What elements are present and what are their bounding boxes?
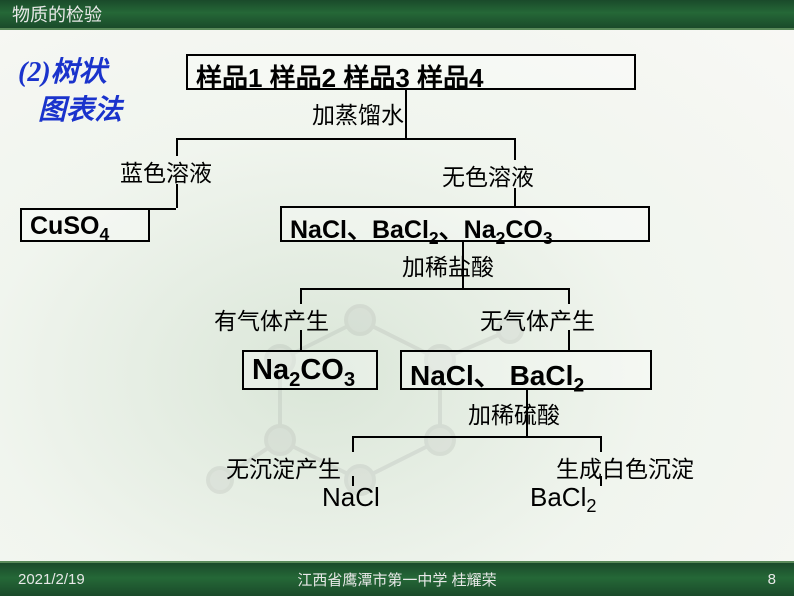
connector-line <box>300 288 570 290</box>
connector-line <box>405 90 407 140</box>
footer-school: 江西省鹰潭市第一中学 桂耀荣 <box>297 569 496 590</box>
step3-label: 加稀硫酸 <box>468 396 560 430</box>
result-bacl2: BaCl2 <box>530 482 596 517</box>
branch2-right: 无气体产生 <box>480 302 595 336</box>
branch3-right: 生成白色沉淀 <box>556 450 694 484</box>
result-na2co3: Na2CO3 <box>242 350 378 390</box>
branch2-left: 有气体产生 <box>214 302 329 336</box>
branch1-right: 无色溶液 <box>442 158 534 192</box>
header-bar: 物质的检验 <box>0 0 794 30</box>
connector-line <box>352 436 602 438</box>
step2-label: 加稀盐酸 <box>402 248 494 282</box>
header-title: 物质的检验 <box>12 1 102 27</box>
footer-date: 2021/2/19 <box>18 571 85 588</box>
connector-line <box>352 436 354 452</box>
footer-page: 8 <box>768 571 776 588</box>
result-nacl: NaCl <box>322 482 380 513</box>
result-cuso4: CuSO4 <box>20 208 150 242</box>
method-title-line1: (2)树状 <box>18 50 107 90</box>
group2-box: NaCl、BaCl2、Na2CO3 <box>280 206 650 242</box>
connector-line <box>514 138 516 160</box>
connector-line <box>176 138 516 140</box>
content-area: (2)树状 图表法 样品1 样品2 样品3 样品4 加蒸馏水蓝色溶液 无色溶液 CuS… <box>0 30 794 561</box>
method-title-line2: 图表法 <box>38 88 122 128</box>
branch1-left: 蓝色溶液 <box>120 154 212 188</box>
root-box: 样品1 样品2 样品3 样品4 <box>186 54 636 90</box>
branch3-left: 无沉淀产生 <box>226 450 341 484</box>
step1-label: 加蒸馏水 <box>312 96 404 130</box>
footer-bar: 2021/2/19 江西省鹰潭市第一中学 桂耀荣 8 <box>0 561 794 596</box>
group3-box: NaCl、 BaCl2 <box>400 350 652 390</box>
